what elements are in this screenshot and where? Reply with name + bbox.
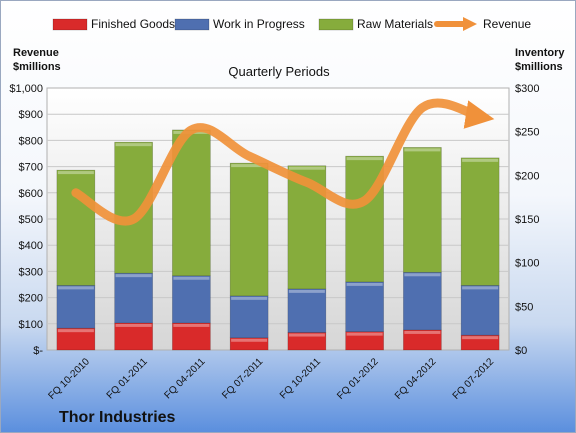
bar-highlight bbox=[173, 323, 210, 327]
right-tick-label: $0 bbox=[515, 345, 527, 357]
legend-swatch bbox=[318, 18, 354, 31]
bar-raw-materials bbox=[460, 157, 500, 286]
x-tick-label: FQ 01-2011 bbox=[105, 356, 150, 401]
left-tick-label: $- bbox=[33, 345, 43, 357]
right-axis-title-line1: Inventory bbox=[515, 47, 565, 59]
bar-highlight bbox=[288, 289, 325, 293]
left-tick-label: $700 bbox=[19, 162, 43, 174]
bar-highlight bbox=[231, 338, 268, 342]
left-tick-label: $900 bbox=[19, 109, 43, 121]
right-tick-label: $200 bbox=[515, 170, 539, 182]
bar-highlight bbox=[115, 143, 152, 147]
x-tick-label: FQ 04-2012 bbox=[393, 356, 439, 402]
bar-highlight bbox=[404, 330, 441, 334]
left-tick-label: $100 bbox=[19, 319, 43, 331]
left-axis-ticks: $- $100 $200 $300 $400 $500 $600 $700 $800 $900 $1… bbox=[9, 83, 43, 357]
bar-highlight bbox=[173, 276, 210, 280]
x-tick-label: FQ 01-2012 bbox=[335, 356, 381, 402]
legend: Finished Goods Work in Progress Raw Materi… bbox=[52, 17, 531, 31]
bar-work-in-progress bbox=[56, 285, 96, 329]
right-axis-ticks: $0 $50 $100 $150 $200 $250 $300 bbox=[515, 83, 539, 357]
bar-work-in-progress bbox=[345, 281, 384, 332]
left-tick-label: $1,000 bbox=[9, 83, 43, 95]
legend-label: Revenue bbox=[483, 17, 531, 31]
bar-work-in-progress bbox=[229, 295, 269, 339]
right-tick-label: $100 bbox=[515, 258, 539, 270]
bar-raw-materials bbox=[56, 169, 96, 286]
left-tick-label: $200 bbox=[19, 293, 43, 305]
left-tick-label: $800 bbox=[19, 135, 43, 147]
bar-work-in-progress bbox=[460, 285, 500, 336]
left-axis-title-line1: Revenue bbox=[13, 47, 59, 59]
x-tick-label: FQ 10-2011 bbox=[278, 356, 323, 401]
bar-highlight bbox=[346, 332, 383, 336]
legend-swatch bbox=[174, 18, 210, 31]
bar-raw-materials bbox=[229, 162, 269, 297]
legend-label: Work in Progress bbox=[213, 17, 305, 31]
company-name: Thor Industries bbox=[59, 409, 176, 426]
x-tick-label: FQ 10-2010 bbox=[46, 356, 92, 402]
bar-highlight bbox=[462, 286, 499, 290]
bar-highlight bbox=[231, 296, 268, 300]
bar-finished-goods bbox=[229, 337, 269, 351]
left-tick-label: $600 bbox=[19, 188, 43, 200]
bar-highlight bbox=[462, 336, 499, 340]
bar-raw-materials bbox=[345, 155, 384, 283]
right-axis-title-line2: $millions bbox=[515, 61, 563, 73]
revenue-line bbox=[71, 98, 495, 226]
bar-highlight bbox=[288, 333, 325, 337]
legend-label: Raw Materials bbox=[357, 17, 433, 31]
legend-swatch bbox=[52, 18, 88, 31]
right-tick-label: $150 bbox=[515, 214, 539, 226]
left-axis-title-line2: $millions bbox=[13, 61, 61, 73]
bar-work-in-progress bbox=[403, 271, 442, 331]
bar-highlight bbox=[57, 329, 94, 333]
right-tick-label: $300 bbox=[515, 83, 539, 95]
bar-work-in-progress bbox=[114, 272, 153, 324]
bar-highlight bbox=[404, 148, 441, 152]
revenue-line-layer bbox=[71, 98, 495, 226]
x-tick-label: FQ 07-2011 bbox=[220, 356, 265, 401]
bar-raw-materials bbox=[172, 129, 211, 277]
bar-highlight bbox=[346, 282, 383, 286]
left-tick-label: $400 bbox=[19, 240, 43, 252]
bar-highlight bbox=[115, 274, 152, 278]
chart-subtitle: Quarterly Periods bbox=[228, 64, 330, 79]
bar-raw-materials bbox=[403, 147, 442, 273]
x-axis-ticks: FQ 10-2010 FQ 01-2011 FQ 04-2011 FQ 07-2011… bbox=[46, 356, 496, 402]
bar-work-in-progress bbox=[287, 288, 327, 333]
legend-label: Finished Goods bbox=[91, 17, 175, 31]
bar-highlight bbox=[288, 166, 325, 170]
bar-highlight bbox=[57, 171, 94, 175]
bar-highlight bbox=[346, 157, 383, 161]
x-tick-label: FQ 07-2012 bbox=[451, 356, 497, 402]
x-tick-label: FQ 04-2011 bbox=[163, 356, 208, 401]
bar-highlight bbox=[462, 158, 499, 162]
legend-arrow-head bbox=[463, 17, 477, 31]
bar-work-in-progress bbox=[172, 275, 211, 324]
left-tick-label: $300 bbox=[19, 266, 43, 278]
bar-finished-goods bbox=[172, 322, 211, 351]
right-tick-label: $50 bbox=[515, 301, 533, 313]
bar-highlight bbox=[57, 286, 94, 290]
bar-highlight bbox=[115, 323, 152, 327]
bar-highlight bbox=[404, 273, 441, 277]
bar-highlight bbox=[231, 164, 268, 168]
bar-finished-goods bbox=[114, 322, 153, 351]
right-tick-label: $250 bbox=[515, 127, 539, 139]
left-tick-label: $500 bbox=[19, 214, 43, 226]
